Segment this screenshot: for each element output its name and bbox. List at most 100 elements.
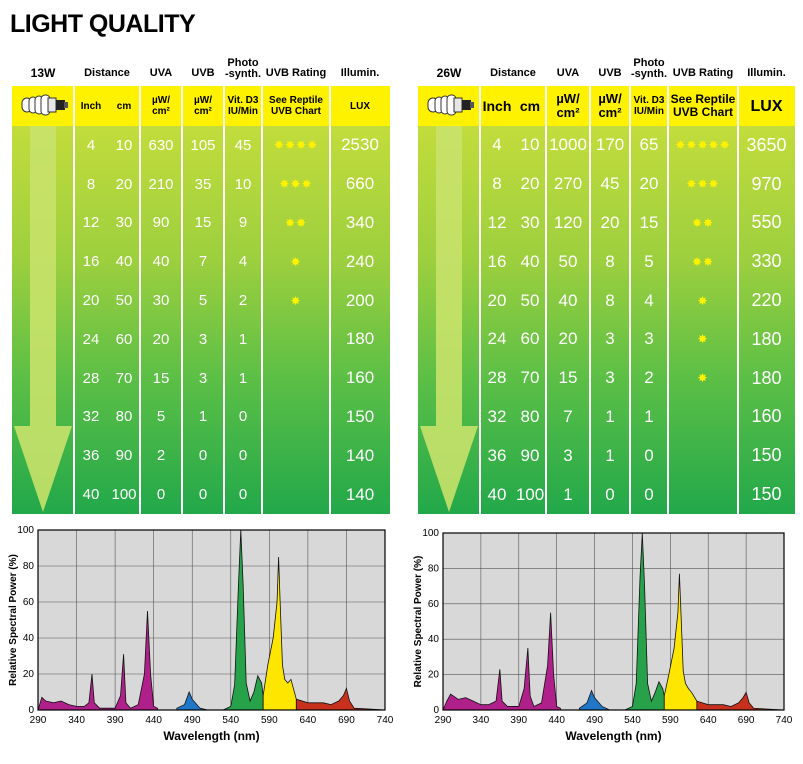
spectrum-band <box>222 529 264 711</box>
cell-inch: 16 <box>487 251 507 271</box>
cell-inch: 12 <box>82 214 100 232</box>
cell-uva: 30 <box>152 292 170 310</box>
table-row: 40 100 0 0 0 140 <box>12 475 390 514</box>
cell-uva: 7 <box>563 406 573 426</box>
cell-cm: 60 <box>115 330 133 348</box>
cell-uva: 120 <box>553 212 583 232</box>
cell-uvb-rating <box>262 436 330 475</box>
cell-uva: 1000 <box>549 135 587 155</box>
unit-photosynth: Vit. D3 IU/Min <box>227 95 259 117</box>
table-row: 32 80 5 1 0 150 <box>12 398 390 437</box>
cell-cm: 50 <box>520 290 540 310</box>
cell-uvb: 8 <box>605 290 615 310</box>
y-tick-label: 40 <box>428 634 440 645</box>
x-tick-label: 490 <box>586 715 603 726</box>
x-tick-label: 540 <box>222 715 239 726</box>
x-tick-label: 290 <box>435 715 452 726</box>
cell-lux: 2530 <box>341 135 379 155</box>
x-tick-label: 690 <box>338 715 355 726</box>
cell-inch: 20 <box>487 290 507 310</box>
plot-border <box>442 532 785 711</box>
cell-photosynth: 1 <box>238 369 248 387</box>
table-row: 20 50 30 5 2 ✸ 200 <box>12 281 390 320</box>
spectrum-band <box>663 573 698 711</box>
cell-lux: 150 <box>345 406 375 426</box>
y-tick-label: 100 <box>17 525 34 536</box>
x-axis-label: Wavelength (nm) <box>565 729 661 743</box>
cell-inch: 24 <box>487 329 507 349</box>
cell-cm: 40 <box>115 253 133 271</box>
y-tick-label: 0 <box>28 705 34 716</box>
column-divider <box>667 86 669 514</box>
unit-uvb: µW/cm² <box>194 95 212 117</box>
cell-uva: 210 <box>148 175 174 193</box>
cell-photosynth: 1 <box>644 406 654 426</box>
cell-uvb-rating: ✸ <box>668 281 738 320</box>
unit-uva: µW/cm² <box>152 95 170 117</box>
cell-uva: 270 <box>553 174 583 194</box>
cell-photosynth: 9 <box>238 214 248 232</box>
cell-inch: 4 <box>86 136 96 154</box>
y-tick-label: 80 <box>23 561 35 572</box>
cell-photosynth: 20 <box>639 174 659 194</box>
y-tick-label: 20 <box>23 669 35 680</box>
cell-cm: 100 <box>111 486 137 504</box>
cell-uva: 2 <box>156 447 166 465</box>
cell-uvb-rating <box>668 398 738 437</box>
table-body-gradient <box>12 126 390 514</box>
x-tick-label: 440 <box>548 715 565 726</box>
x-tick-label: 740 <box>776 715 793 726</box>
cell-lux: 340 <box>345 212 375 232</box>
cell-photosynth: 5 <box>644 251 654 271</box>
unit-cm: cm <box>116 100 132 112</box>
cell-lux: 150 <box>751 484 782 505</box>
column-divider <box>629 86 631 514</box>
cell-inch: 8 <box>492 174 502 194</box>
x-tick-label: 340 <box>68 715 85 726</box>
column-divider <box>181 86 183 514</box>
column-divider <box>737 86 739 514</box>
x-tick-label: 390 <box>107 715 124 726</box>
cell-lux: 160 <box>345 368 375 388</box>
cell-lux: 180 <box>751 328 782 349</box>
cell-cm: 60 <box>520 329 540 349</box>
header-uvb-rating: UVB Rating <box>672 66 734 79</box>
x-tick-label: 390 <box>510 715 527 726</box>
star-rating: ✸ <box>290 254 302 269</box>
y-tick-label: 80 <box>428 563 440 574</box>
x-tick-label: 490 <box>184 715 201 726</box>
table-row: 12 30 90 15 9 ✸✸ 340 <box>12 204 390 243</box>
y-tick-label: 100 <box>422 528 439 539</box>
unit-inch: Inch <box>482 97 512 114</box>
cell-uvb: 1 <box>198 408 208 426</box>
cell-inch: 40 <box>487 484 507 504</box>
header-photosynth: Photo -synth. <box>224 57 262 80</box>
header-uvb: UVB <box>598 66 622 79</box>
cell-uvb: 3 <box>605 368 615 388</box>
cell-lux: 200 <box>345 290 375 310</box>
spectrum-band <box>37 610 158 711</box>
cell-photosynth: 0 <box>238 447 248 465</box>
cell-inch: 24 <box>82 330 100 348</box>
cell-photosynth: 0 <box>644 484 654 504</box>
cell-cm: 40 <box>520 251 540 271</box>
cell-photosynth: 2 <box>644 368 654 388</box>
star-rating: ✸ <box>290 293 302 308</box>
plot-background <box>37 529 386 711</box>
x-tick-label: 690 <box>738 715 755 726</box>
cell-uvb-rating: ✸ <box>262 281 330 320</box>
cell-lux: 220 <box>751 290 782 311</box>
cell-uvb: 3 <box>605 329 615 349</box>
unit-cm: cm <box>519 97 541 114</box>
table-row: 24 60 20 3 3 ✸ 180 <box>418 320 795 359</box>
star-rating: ✸ <box>697 371 709 386</box>
cell-inch: 40 <box>82 486 100 504</box>
table-13w: 13W Distance UVA UVB Photo -synth. UVB Rating I… <box>12 58 390 514</box>
cell-uvb: 35 <box>194 175 212 193</box>
cell-uva: 630 <box>148 136 174 154</box>
units-band <box>12 86 390 126</box>
cell-uvb-rating <box>668 475 738 514</box>
cell-uvb: 0 <box>605 484 615 504</box>
cell-uvb: 105 <box>190 136 216 154</box>
cell-uvb-rating: ✸ <box>668 359 738 398</box>
